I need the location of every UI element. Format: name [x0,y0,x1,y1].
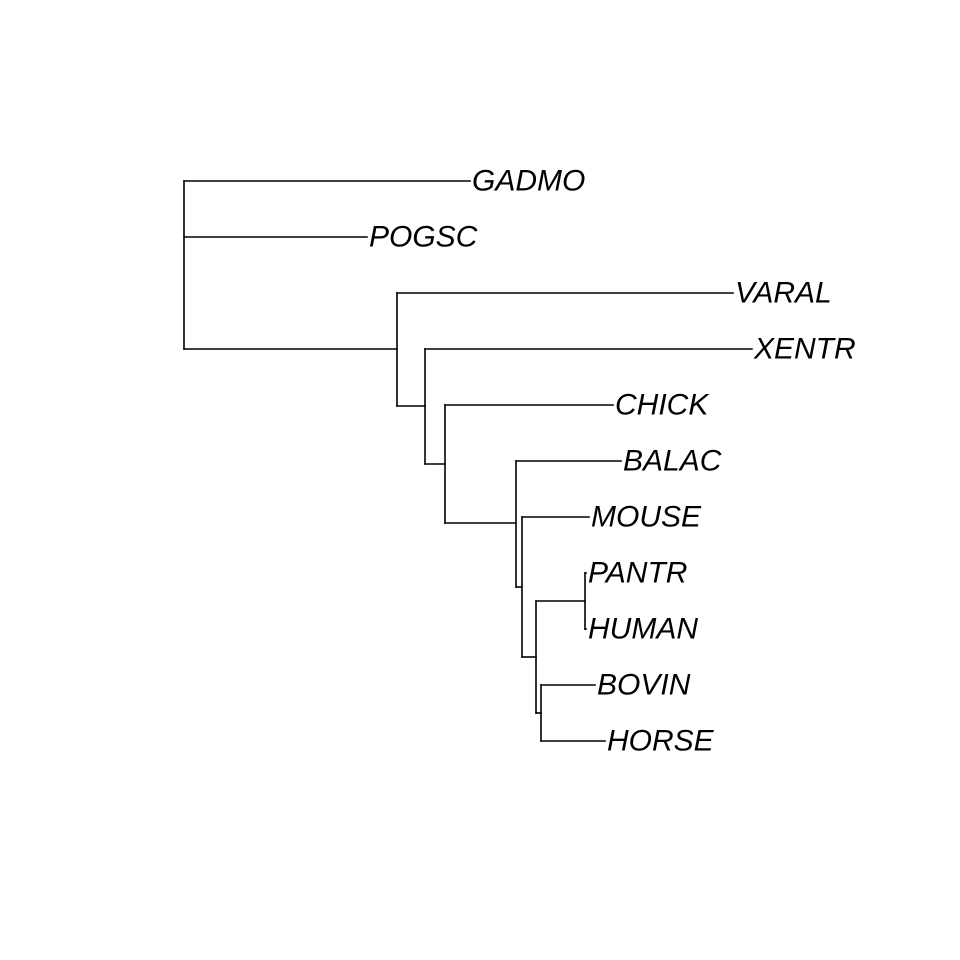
branches [183,180,753,742]
tip-label-pogsc: POGSC [369,221,478,254]
tip-label-balac: BALAC [623,445,722,478]
tip-label-mouse: MOUSE [591,501,702,534]
tip-label-pantr: PANTR [588,557,687,590]
tip-label-human: HUMAN [588,613,698,646]
tip-labels: GADMO POGSC VARAL XENTR CHICK BALAC MOUSE PANTR… [369,165,856,758]
tip-label-xentr: XENTR [753,333,856,366]
tip-label-varal: VARAL [735,277,832,310]
tip-label-gadmo: GADMO [472,165,585,198]
tip-label-chick: CHICK [615,389,710,422]
tip-label-bovin: BOVIN [597,669,691,702]
tip-label-horse: HORSE [607,725,715,758]
